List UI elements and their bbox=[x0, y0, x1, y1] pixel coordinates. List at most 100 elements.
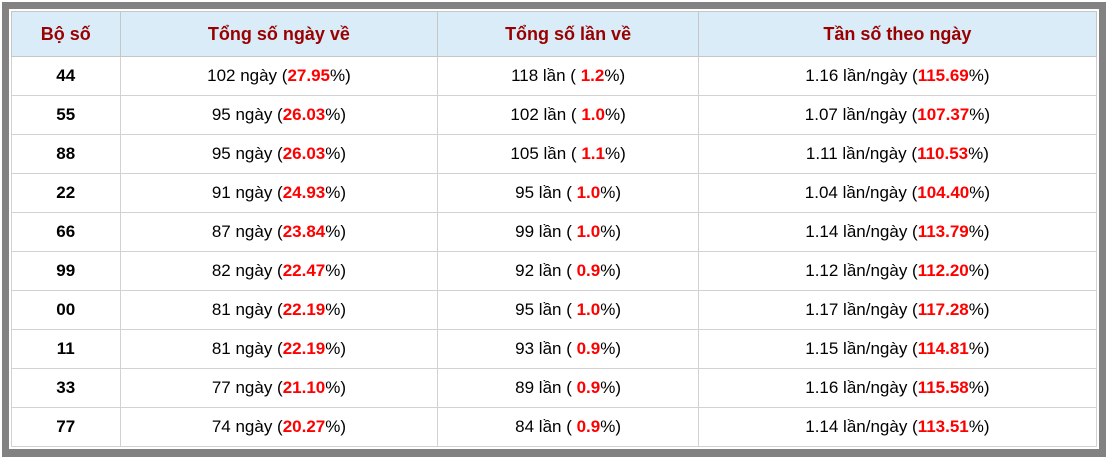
pair-cell: 55 bbox=[11, 95, 121, 135]
percent-close: %) bbox=[968, 339, 990, 358]
frequency-percent-value: 112.20 bbox=[917, 261, 969, 280]
percent-close: %) bbox=[969, 105, 991, 124]
frequency-text: 1.16 lần/ngày ( bbox=[805, 66, 918, 85]
days-text: 74 ngày ( bbox=[211, 417, 283, 436]
pair-value: 99 bbox=[56, 261, 76, 280]
percent-close: %) bbox=[325, 300, 347, 319]
total-days-cell: 95 ngày (26.03%) bbox=[119, 134, 439, 174]
percent-close: %) bbox=[330, 66, 351, 85]
times-percent-value: 0.9 bbox=[576, 261, 601, 280]
days-text: 77 ngày ( bbox=[211, 378, 283, 397]
total-days-cell: 77 ngày (21.10%) bbox=[119, 368, 439, 408]
times-text: 95 lần ( bbox=[515, 300, 577, 319]
table-row: 66 87 ngày (23.84%) 99 lần ( 1.0%) 1.14 … bbox=[11, 212, 1098, 252]
col-header-frequency-per-day: Tần số theo ngày bbox=[697, 11, 1098, 57]
pair-cell: 44 bbox=[11, 56, 121, 96]
times-percent-value: 1.1 bbox=[581, 144, 605, 163]
table-row: 44 102 ngày (27.95%) 118 lần ( 1.2%) 1.1… bbox=[11, 56, 1098, 96]
frequency-text: 1.15 lần/ngày ( bbox=[805, 339, 918, 358]
frequency-text: 1.16 lần/ngày ( bbox=[805, 378, 918, 397]
times-text: 92 lần ( bbox=[515, 261, 577, 280]
pair-cell: 66 bbox=[11, 212, 121, 252]
frequency-text: 1.07 lần/ngày ( bbox=[804, 105, 918, 124]
times-percent-value: 1.0 bbox=[581, 105, 605, 124]
days-text: 81 ngày ( bbox=[211, 339, 283, 358]
times-percent-value: 1.0 bbox=[576, 222, 601, 241]
frequency-cell: 1.14 lần/ngày (113.51%) bbox=[697, 407, 1098, 447]
total-days-cell: 82 ngày (22.47%) bbox=[119, 251, 439, 291]
days-text: 91 ngày ( bbox=[211, 183, 283, 202]
percent-close: %) bbox=[325, 378, 347, 397]
percent-close: %) bbox=[600, 261, 622, 280]
times-percent-value: 0.9 bbox=[576, 339, 601, 358]
total-times-cell: 99 lần ( 1.0%) bbox=[437, 212, 699, 252]
table-row: 88 95 ngày (26.03%) 105 lần ( 1.1%) 1.11… bbox=[11, 134, 1098, 174]
total-times-cell: 95 lần ( 1.0%) bbox=[437, 173, 699, 213]
header-row: Bộ số Tổng số ngày về Tổng số lần về Tần… bbox=[11, 11, 1098, 57]
percent-close: %) bbox=[968, 144, 989, 163]
times-text: 84 lần ( bbox=[515, 417, 577, 436]
percent-close: %) bbox=[604, 105, 626, 124]
table-row: 11 81 ngày (22.19%) 93 lần ( 0.9%) 1.15 … bbox=[11, 329, 1098, 369]
total-days-cell: 81 ngày (22.19%) bbox=[119, 329, 439, 369]
frequency-percent-value: 115.58 bbox=[917, 378, 969, 397]
frequency-percent-value: 113.51 bbox=[917, 417, 969, 436]
days-percent-value: 26.03 bbox=[282, 144, 326, 163]
pair-cell: 33 bbox=[11, 368, 121, 408]
frequency-percent-value: 107.37 bbox=[917, 105, 970, 124]
percent-close: %) bbox=[604, 66, 626, 85]
percent-close: %) bbox=[325, 339, 347, 358]
frequency-cell: 1.17 lần/ngày (117.28%) bbox=[697, 290, 1098, 330]
frequency-percent-value: 114.81 bbox=[917, 339, 969, 358]
total-times-cell: 93 lần ( 0.9%) bbox=[437, 329, 699, 369]
days-text: 82 ngày ( bbox=[211, 261, 283, 280]
times-percent-value: 1.2 bbox=[580, 66, 605, 85]
total-days-cell: 95 ngày (26.03%) bbox=[119, 95, 439, 135]
times-text: 99 lần ( bbox=[515, 222, 577, 241]
total-days-cell: 81 ngày (22.19%) bbox=[119, 290, 439, 330]
table-row: 22 91 ngày (24.93%) 95 lần ( 1.0%) 1.04 … bbox=[11, 173, 1098, 213]
total-times-cell: 95 lần ( 1.0%) bbox=[437, 290, 699, 330]
frequency-percent-value: 110.53 bbox=[917, 144, 969, 163]
table-row: 55 95 ngày (26.03%) 102 lần ( 1.0%) 1.07… bbox=[11, 95, 1098, 135]
pair-value: 44 bbox=[56, 66, 76, 85]
total-times-cell: 92 lần ( 0.9%) bbox=[437, 251, 699, 291]
frequency-cell: 1.15 lần/ngày (114.81%) bbox=[697, 329, 1098, 369]
total-times-cell: 89 lần ( 0.9%) bbox=[437, 368, 699, 408]
days-percent-value: 27.95 bbox=[287, 66, 330, 85]
times-text: 102 lần ( bbox=[510, 105, 582, 124]
pair-value: 88 bbox=[56, 144, 76, 163]
days-percent-value: 22.47 bbox=[282, 261, 326, 280]
percent-close: %) bbox=[968, 300, 990, 319]
days-percent-value: 20.27 bbox=[282, 417, 326, 436]
total-times-cell: 118 lần ( 1.2%) bbox=[437, 56, 699, 96]
frequency-text: 1.12 lần/ngày ( bbox=[805, 261, 918, 280]
frequency-percent-value: 113.79 bbox=[917, 222, 969, 241]
times-percent-value: 1.0 bbox=[576, 183, 601, 202]
frequency-text: 1.11 lần/ngày ( bbox=[805, 144, 918, 163]
col-header-total-days: Tổng số ngày về bbox=[119, 11, 439, 57]
total-times-cell: 105 lần ( 1.1%) bbox=[437, 134, 699, 174]
percent-close: %) bbox=[600, 378, 622, 397]
percent-close: %) bbox=[600, 339, 622, 358]
days-percent-value: 26.03 bbox=[282, 105, 326, 124]
times-percent-value: 0.9 bbox=[576, 378, 601, 397]
percent-close: %) bbox=[600, 300, 622, 319]
pair-value: 55 bbox=[56, 105, 76, 124]
percent-close: %) bbox=[600, 183, 622, 202]
days-text: 95 ngày ( bbox=[211, 105, 283, 124]
percent-close: %) bbox=[325, 105, 347, 124]
pair-value: 66 bbox=[56, 222, 76, 241]
pair-cell: 00 bbox=[11, 290, 121, 330]
frequency-cell: 1.11 lần/ngày (110.53%) bbox=[697, 134, 1098, 174]
percent-close: %) bbox=[968, 66, 990, 85]
frequency-text: 1.17 lần/ngày ( bbox=[805, 300, 918, 319]
total-days-cell: 74 ngày (20.27%) bbox=[119, 407, 439, 447]
pair-value: 00 bbox=[56, 300, 76, 319]
percent-close: %) bbox=[968, 222, 990, 241]
total-days-cell: 102 ngày (27.95%) bbox=[119, 56, 439, 96]
days-percent-value: 24.93 bbox=[282, 183, 326, 202]
percent-close: %) bbox=[325, 261, 347, 280]
days-text: 95 ngày ( bbox=[211, 144, 283, 163]
pair-cell: 99 bbox=[11, 251, 121, 291]
